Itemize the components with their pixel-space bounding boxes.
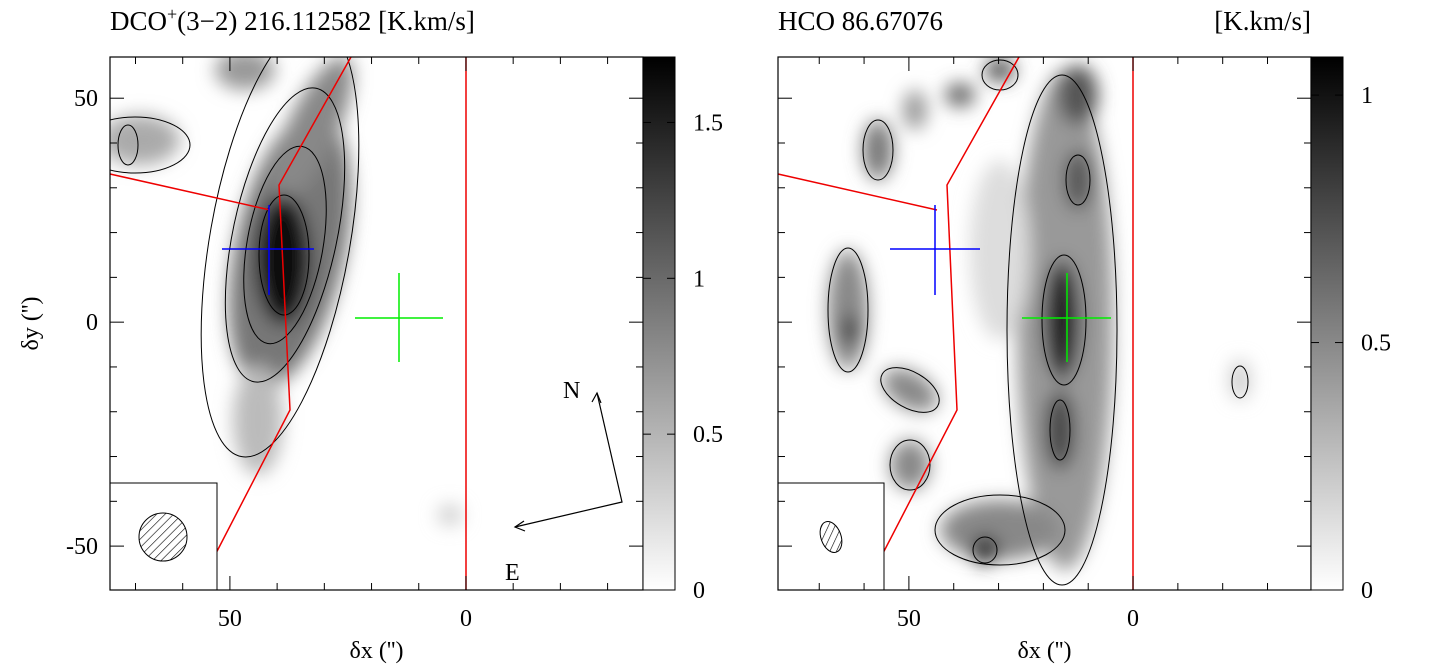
overlay — [109, 56, 1134, 591]
x-tick-label: 50 — [218, 606, 242, 632]
colorbar-tick-label: 0.5 — [693, 422, 723, 448]
colorbar — [642, 56, 676, 591]
x-axis-label: δx ('') — [1018, 638, 1072, 664]
chart-title: HCO 86.67076 — [778, 6, 943, 36]
title-part: DCO — [110, 6, 167, 36]
colorbar-tick-label: 1.5 — [693, 110, 723, 136]
colorbar — [1310, 56, 1344, 591]
colorbar-tick-label: 0 — [693, 578, 705, 604]
annotation: E — [505, 560, 520, 586]
annotation: N — [563, 378, 580, 404]
colorbar-tick-label: 0 — [1361, 578, 1373, 604]
title-part: (3−2) 216.112582 [K.km/s] — [177, 6, 475, 36]
title-part: + — [167, 4, 177, 24]
x-axis-label: δx ('') — [350, 638, 404, 664]
y-tick-label: 0 — [86, 310, 98, 336]
colorbar-tick-label: 0.5 — [1361, 331, 1391, 357]
x-tick-label: 0 — [1127, 606, 1139, 632]
emission-map — [827, 58, 1250, 586]
colorbar-tick-label: 1 — [1361, 83, 1373, 109]
x-tick-label: 50 — [897, 606, 921, 632]
emission-map — [110, 57, 462, 525]
chart-title: [K.km/s] — [1214, 6, 1311, 36]
x-tick-label: 0 — [460, 606, 472, 632]
y-axis-label: δy ('') — [18, 297, 44, 351]
chart-title: DCO+(3−2) 216.112582 [K.km/s] — [110, 4, 475, 36]
colorbar-tick-label: 1 — [693, 266, 705, 292]
y-tick-label: 50 — [74, 86, 98, 112]
y-tick-label: -50 — [66, 534, 98, 560]
